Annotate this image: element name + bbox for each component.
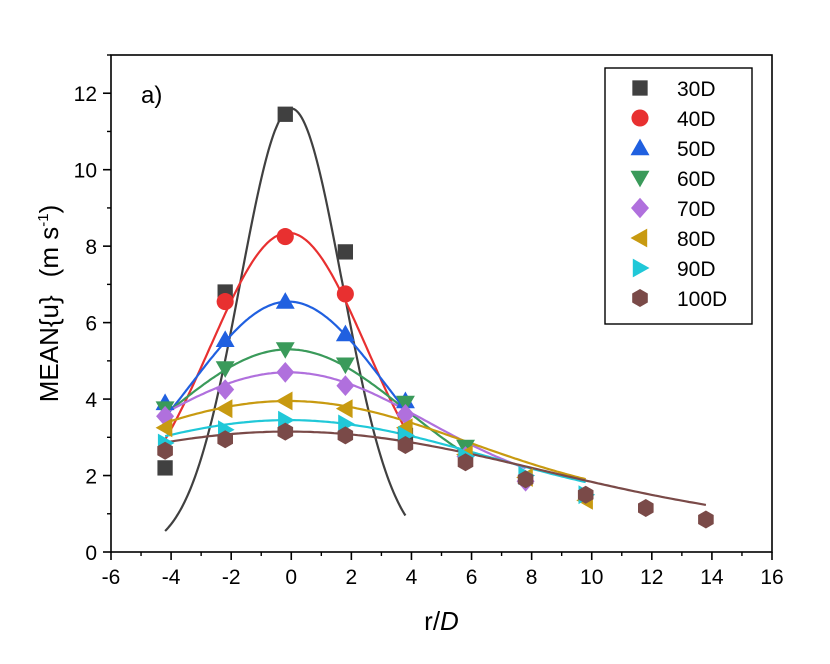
legend-label-40D: 40D [677,108,716,131]
legend-label-60D: 60D [677,168,716,191]
point-40D [276,228,294,246]
x-tick-label: 14 [700,566,724,589]
panel-label: a) [141,82,162,109]
y-tick-label: 8 [85,236,97,259]
legend-label-80D: 80D [677,228,716,251]
point-100D [698,510,714,529]
x-tick-label: 8 [526,566,538,589]
x-tick-label: 2 [346,566,358,589]
point-80D [275,391,293,411]
point-80D [335,399,353,419]
point-100D [277,422,294,441]
point-70D [396,404,415,425]
y-axis-unit-exponent: -1 [35,213,52,226]
point-100D [217,430,233,449]
point-100D [638,499,654,517]
point-100D [457,453,474,472]
point-100D [337,426,354,445]
point-70D [276,362,295,383]
point-60D [215,361,235,378]
point-30D [157,460,173,476]
point-40D [216,293,234,311]
y-tick-label: 0 [85,542,97,565]
x-axis-title-main: r/ [424,606,441,636]
legend-marker-90D [632,258,650,278]
point-60D [335,357,355,375]
legend-box [604,67,753,325]
point-60D [275,342,295,359]
data-markers [155,106,714,529]
point-50D [275,292,295,309]
point-70D [336,375,355,396]
x-tick-label: 10 [580,566,603,589]
legend-marker-80D [630,228,648,248]
point-30D [277,106,293,122]
legend: 30D 40D 50D 60D 70D 80D 90D 100D [604,67,753,325]
point-80D [155,418,173,438]
y-tick-label: 4 [85,389,97,412]
y-axis-unit: (m s [34,227,64,278]
legend-marker-100D [632,289,648,307]
x-axis-title-italic: D [440,606,459,636]
y-tick-label: 2 [85,466,97,489]
fit-curve-60D [164,348,467,455]
point-30D [337,244,354,260]
legend-marker-50D [630,138,650,156]
x-tick-label: 16 [760,566,783,589]
x-tick-label: 12 [640,566,663,589]
legend-label-90D: 90D [677,258,716,281]
y-tick-label: 6 [85,313,97,336]
legend-marker-30D [632,80,648,96]
fit-curve-80D [164,399,586,481]
y-tick-label: 12 [74,83,97,106]
legend-label-100D: 100D [677,288,727,311]
y-axis-unit-close: ) [34,205,64,214]
point-40D [336,285,354,303]
axis-ticks: -6 -4 -2 0 2 4 6 8 10 12 14 16 0 2 4 6 8 10 12 [74,54,784,589]
legend-label-70D: 70D [677,198,716,221]
x-tick-label: -6 [102,566,121,589]
legend-marker-40D [631,109,649,127]
legend-marker-70D [631,197,649,219]
y-axis-title-main: MEAN{u} [34,295,64,402]
point-60D [396,395,415,413]
legend-label-50D: 50D [677,138,716,161]
x-tick-label: -4 [162,566,181,589]
legend-marker-60D [630,170,650,188]
x-axis-title: r/D [424,606,459,636]
point-70D [216,379,235,400]
point-100D [577,485,594,504]
fit-curve-100D [164,430,707,506]
y-tick-label: 10 [74,160,97,183]
point-100D [517,470,534,489]
x-tick-label: 0 [285,566,297,589]
point-100D [157,441,173,460]
point-50D [335,324,355,342]
x-tick-label: 6 [466,566,478,589]
legend-label-30D: 30D [677,78,716,101]
y-axis-title: MEAN{u} (m s-1) [34,205,64,403]
x-tick-label: 4 [406,566,418,589]
point-100D [397,436,414,454]
point-50D [215,330,235,347]
x-tick-label: -2 [222,566,241,589]
point-80D [215,399,233,419]
